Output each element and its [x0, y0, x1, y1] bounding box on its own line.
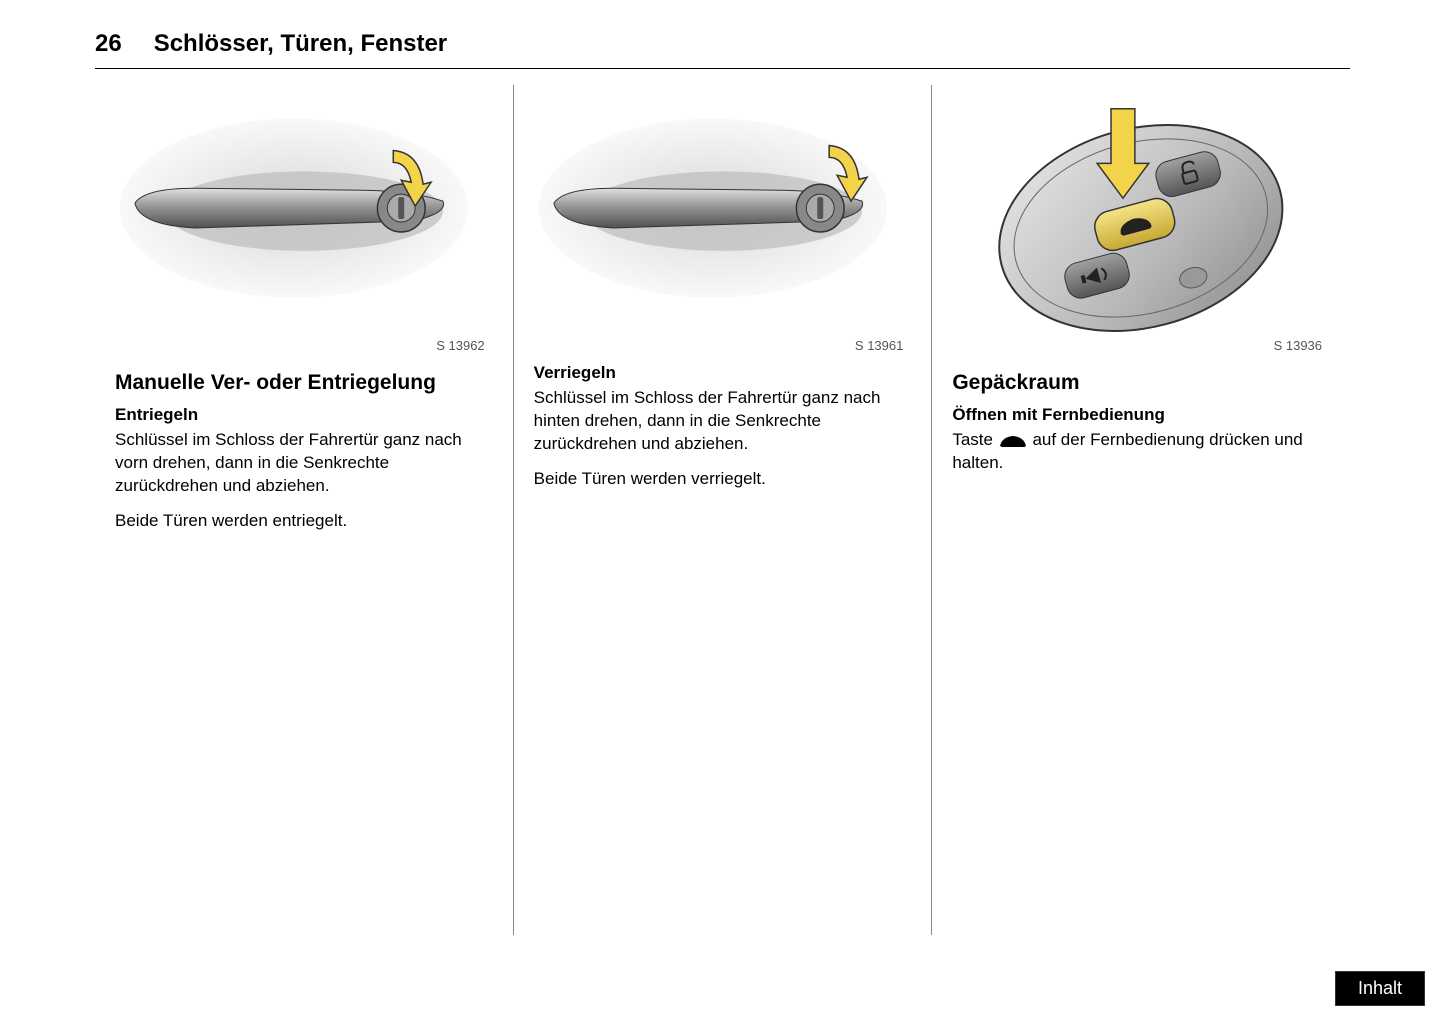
contents-button[interactable]: Inhalt — [1335, 971, 1425, 1006]
subheading: Verriegeln — [534, 363, 912, 383]
page-header: 26 Schlösser, Türen, Fenster — [95, 30, 1350, 69]
column-3: S 13936 Gepäckraum Öffnen mit Fernbedien… — [932, 85, 1350, 935]
text-fragment: Taste — [952, 430, 997, 449]
subheading: Entriegeln — [115, 405, 493, 425]
figure-number: S 13962 — [436, 338, 484, 353]
subheading: Öffnen mit Fernbedienung — [952, 405, 1330, 425]
figure-remote-key: S 13936 — [952, 93, 1330, 353]
section-heading: Manuelle Ver- oder Entriegelung — [115, 371, 493, 395]
body-paragraph: Taste auf der Fernbedienung drücken und … — [952, 429, 1330, 475]
page-number: 26 — [95, 30, 122, 58]
column-2: S 13961 Verriegeln Schlüssel im Schloss … — [514, 85, 933, 935]
figure-number: S 13961 — [855, 338, 903, 353]
trunk-icon — [998, 433, 1028, 449]
body-paragraph: Beide Türen werden entriegelt. — [115, 510, 493, 533]
figure-lock-handle: S 13961 — [534, 93, 912, 353]
column-1: S 13962 Manuelle Ver- oder Entriegelung … — [95, 85, 514, 935]
figure-unlock-handle: S 13962 — [115, 93, 493, 353]
section-heading: Gepäckraum — [952, 371, 1330, 395]
body-paragraph: Schlüssel im Schloss der Fahrertür ganz … — [534, 387, 912, 456]
content-columns: S 13962 Manuelle Ver- oder Entriegelung … — [95, 85, 1350, 935]
body-paragraph: Schlüssel im Schloss der Fahrertür ganz … — [115, 429, 493, 498]
body-paragraph: Beide Türen werden verriegelt. — [534, 468, 912, 491]
chapter-title: Schlösser, Türen, Fenster — [154, 30, 447, 58]
figure-number: S 13936 — [1274, 338, 1322, 353]
